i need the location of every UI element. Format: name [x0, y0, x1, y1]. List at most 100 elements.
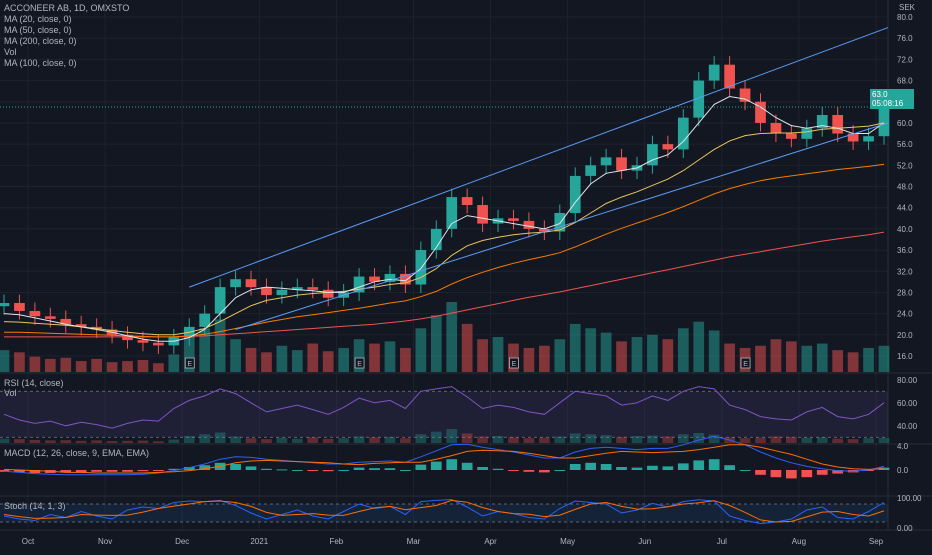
- rsi-volume-bar: [647, 435, 658, 443]
- volume-bar: [554, 339, 566, 372]
- price-tick-label: 24.0: [897, 310, 913, 319]
- rsi-volume-bar: [693, 432, 705, 443]
- stoch-legend[interactable]: Stoch (14, 1, 3): [4, 501, 66, 511]
- volume-bar: [461, 323, 473, 372]
- time-tick-label: Jul: [717, 537, 727, 546]
- legend-ma50[interactable]: MA (50, close, 0): [4, 25, 72, 35]
- macd-histogram-bar: [724, 465, 735, 470]
- macd-label: MACD (12, 26, close, 9, EMA, EMA): [4, 448, 150, 458]
- macd-histogram-bar: [415, 464, 427, 470]
- price-tick-label: 32.0: [897, 267, 913, 276]
- macd-signal-line: [3, 444, 885, 474]
- macd-histogram-bar: [276, 469, 288, 471]
- time-tick-label: Mar: [407, 537, 421, 546]
- rsi-volume-bar: [600, 435, 612, 443]
- macd-legend[interactable]: MACD (12, 26, close, 9, EMA, EMA): [4, 448, 149, 458]
- rsi-volume-bar: [245, 438, 257, 443]
- macd-histogram-bar: [677, 463, 689, 470]
- legend-vol[interactable]: Vol: [4, 47, 17, 57]
- volume-bar: [183, 337, 195, 372]
- rsi-volume-bar: [168, 439, 180, 443]
- candle-body: [0, 303, 10, 307]
- macd-histogram-bar: [168, 468, 180, 470]
- volume-bar: [106, 362, 118, 372]
- price-tick-label: 72.0: [897, 55, 913, 64]
- volume-bar: [662, 339, 674, 372]
- candle-body: [307, 287, 319, 290]
- rsi-volume-bar: [307, 437, 319, 443]
- volume-bar: [847, 352, 859, 372]
- candle-body: [554, 212, 566, 232]
- macd-histogram-bar: [786, 470, 797, 479]
- macd-histogram-bar: [91, 470, 102, 472]
- rsi-volume-bar: [631, 436, 643, 443]
- volume-bar: [415, 328, 427, 372]
- macd-line: [3, 435, 885, 476]
- price-tick-label: 40.0: [897, 225, 913, 234]
- rsi-volume-bar: [106, 441, 118, 443]
- rsi-volume-bar: [29, 439, 41, 443]
- rsi-volume-bar: [183, 436, 195, 443]
- channel-upper-line: [189, 27, 889, 288]
- candle-body: [14, 303, 25, 311]
- macd-histogram-bar: [600, 464, 612, 470]
- macd-histogram-bar: [832, 470, 844, 474]
- time-tick-label: Jun: [638, 537, 651, 546]
- legend-ma200[interactable]: MA (200, close, 0): [4, 36, 77, 46]
- rsi-legend[interactable]: RSI (14, close) Vol: [4, 378, 64, 398]
- macd-histogram-bar: [755, 470, 766, 475]
- volume-bar: [153, 363, 164, 372]
- volume-bar: [523, 347, 535, 372]
- macd-histogram-bar: [338, 470, 350, 471]
- rsi-volume-bar: [276, 437, 288, 443]
- time-tick-label: Dec: [175, 537, 189, 546]
- candle-body: [446, 197, 458, 229]
- earnings-marker-box: [354, 357, 365, 369]
- candle-body: [832, 114, 844, 134]
- legend-ma20[interactable]: MA (20, close, 0): [4, 14, 72, 24]
- ma100-line: [4, 163, 885, 338]
- macd-histogram-bar: [230, 464, 241, 470]
- macd-histogram-bar: [384, 468, 396, 470]
- rsi-volume-bar: [616, 436, 627, 443]
- volume-bar: [631, 337, 643, 372]
- volume-bar: [569, 323, 581, 372]
- macd-histogram-bar: [153, 470, 164, 471]
- macd-histogram-bar: [538, 470, 550, 473]
- candle-body: [430, 228, 442, 251]
- candle-body: [60, 318, 72, 325]
- rsi-volume-bar: [14, 439, 25, 443]
- volume-bar: [647, 334, 658, 372]
- rsi-volume-bar: [44, 440, 56, 443]
- legend-ma100[interactable]: MA (100, close, 0): [4, 58, 77, 68]
- volume-bar: [29, 356, 41, 372]
- macd-histogram-bar: [291, 470, 303, 471]
- earnings-marker-box: [740, 357, 751, 369]
- macd-histogram-bar: [647, 465, 658, 470]
- time-tick-label: Apr: [484, 537, 497, 546]
- candle-body: [291, 287, 303, 290]
- candle-body: [415, 250, 427, 285]
- volume-bar: [878, 345, 890, 372]
- earnings-marker: E: [743, 361, 748, 368]
- earnings-marker: E: [512, 361, 517, 368]
- volume-bar: [14, 352, 25, 372]
- candle-body: [878, 107, 890, 137]
- rsi-volume-bar: [477, 436, 488, 443]
- macd-histogram-bar: [492, 468, 504, 470]
- volume-bar: [44, 358, 56, 372]
- rsi-volume-bar: [755, 437, 766, 443]
- candle-body: [261, 287, 272, 296]
- ma200-line: [4, 231, 885, 338]
- volume-bar: [616, 341, 627, 372]
- volume-bar: [291, 350, 303, 372]
- stoch-k-line: [3, 498, 885, 525]
- volume-bar: [832, 350, 844, 372]
- ma20-line: [3, 95, 885, 342]
- rsi-volume-bar: [538, 437, 550, 443]
- rsi-volume-bar: [369, 437, 380, 443]
- volume-bar: [91, 358, 102, 372]
- time-tick-label: Oct: [22, 537, 35, 546]
